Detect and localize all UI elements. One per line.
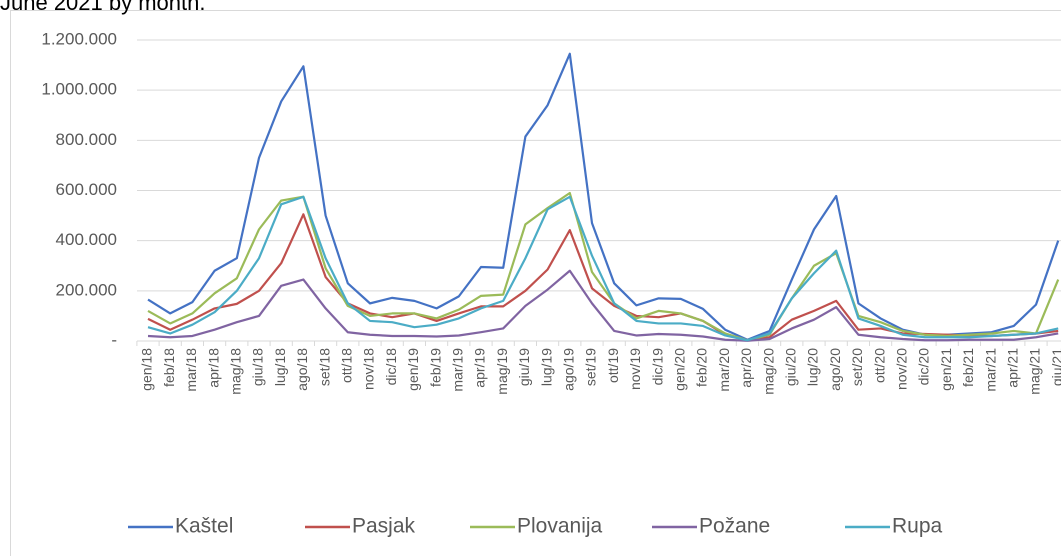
- x-tick-label: feb/21: [960, 348, 976, 387]
- x-tick-label: feb/20: [694, 348, 710, 387]
- x-tick-label: apr/21: [1005, 348, 1021, 388]
- x-tick-label: set/19: [583, 348, 599, 386]
- x-tick-label: giu/20: [783, 348, 799, 386]
- y-tick-label: 400.000: [56, 230, 117, 249]
- y-tick-label: 1.200.000: [41, 29, 117, 48]
- x-tick-label: gen/19: [405, 348, 421, 391]
- x-tick-label: lug/19: [538, 348, 554, 386]
- x-tick-label: ott/19: [605, 348, 621, 383]
- y-tick-label: -: [111, 330, 117, 349]
- line-series: [147, 213, 1059, 342]
- legend-label: Rupa: [892, 515, 943, 538]
- y-tick-label: 1.000.000: [41, 80, 117, 99]
- x-tick-label: nov/19: [627, 348, 643, 390]
- x-tick-label: lug/18: [272, 348, 288, 386]
- x-tick-label: nov/18: [361, 348, 377, 390]
- x-tick-label: mar/20: [716, 348, 732, 392]
- x-tick-label: lug/20: [805, 348, 821, 386]
- x-tick-label: feb/19: [427, 348, 443, 387]
- legend-label: Požane: [699, 515, 770, 538]
- x-tick-label: mar/18: [183, 348, 199, 392]
- line-series: [147, 195, 1059, 342]
- x-tick-label: ott/18: [339, 348, 355, 383]
- x-tick-label: apr/18: [205, 348, 221, 388]
- x-tick-label: set/20: [849, 348, 865, 386]
- x-tick-label: mag/19: [494, 348, 510, 395]
- x-tick-label: ott/20: [871, 348, 887, 383]
- chart-border: [10, 10, 1061, 556]
- x-tick-label: apr/20: [738, 348, 754, 388]
- x-tick-label: ago/18: [294, 348, 310, 391]
- x-tick-label: mar/19: [450, 348, 466, 392]
- x-tick-label: dic/20: [916, 348, 932, 386]
- x-tick-label: nov/20: [894, 348, 910, 390]
- legend-label: Kaštel: [175, 515, 233, 538]
- x-tick-label: giu/19: [516, 348, 532, 386]
- x-tick-label: dic/19: [649, 348, 665, 386]
- x-tick-label: mag/20: [760, 348, 776, 395]
- x-tick-label: giu/21: [1049, 348, 1061, 386]
- x-tick-label: gen/20: [672, 348, 688, 391]
- y-tick-label: 600.000: [56, 180, 117, 199]
- x-tick-label: mar/21: [982, 348, 998, 392]
- x-tick-label: feb/18: [161, 348, 177, 387]
- chart-title: June 2021 by month.: [0, 0, 205, 15]
- x-tick-label: apr/19: [472, 348, 488, 388]
- x-tick-label: ago/19: [561, 348, 577, 391]
- x-tick-label: set/18: [316, 348, 332, 386]
- legend-label: Pasjak: [352, 515, 416, 538]
- x-tick-label: ago/20: [827, 348, 843, 391]
- x-tick-label: gen/21: [938, 348, 954, 391]
- x-tick-label: dic/18: [383, 348, 399, 386]
- x-tick-label: giu/18: [250, 348, 266, 386]
- y-tick-label: 800.000: [56, 130, 117, 149]
- x-tick-label: mag/21: [1027, 348, 1043, 395]
- legend-label: Plovanija: [517, 515, 603, 538]
- x-tick-label: mag/18: [228, 348, 244, 395]
- y-tick-label: 200.000: [56, 280, 117, 299]
- x-tick-label: gen/18: [139, 348, 155, 391]
- line-series: [147, 269, 1059, 342]
